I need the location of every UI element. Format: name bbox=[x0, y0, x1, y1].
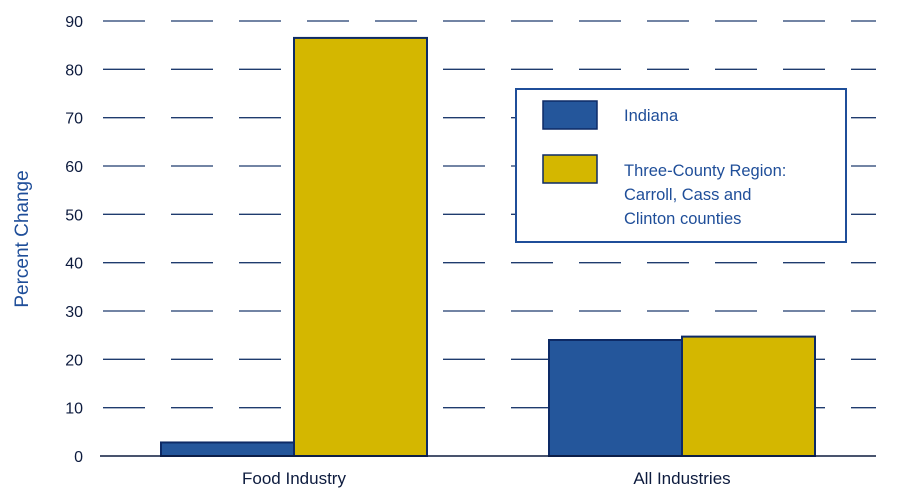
bar-indiana-all-industries bbox=[548, 339, 683, 457]
x-category-food-industry: Food Industry bbox=[242, 469, 346, 488]
legend-label-three-county-line1: Three-County Region: bbox=[624, 162, 786, 180]
y-axis-label: Percent Change bbox=[12, 170, 33, 307]
y-tick-10: 10 bbox=[65, 401, 83, 418]
legend-label-three-county-line2: Carroll, Cass and bbox=[624, 186, 751, 204]
y-tick-20: 20 bbox=[65, 352, 83, 369]
bars bbox=[160, 36, 816, 458]
bar-indiana-food-industry bbox=[160, 441, 295, 458]
legend-label-indiana: Indiana bbox=[624, 107, 679, 125]
y-tick-70: 70 bbox=[65, 111, 83, 128]
legend-swatch-indiana bbox=[542, 100, 598, 130]
y-tick-labels: 0 10 20 30 40 50 60 70 80 90 bbox=[65, 14, 83, 466]
legend-swatch-three-county bbox=[542, 154, 598, 184]
y-tick-60: 60 bbox=[65, 159, 83, 176]
y-tick-0: 0 bbox=[74, 449, 83, 466]
x-category-all-industries: All Industries bbox=[633, 469, 730, 488]
y-tick-90: 90 bbox=[65, 14, 83, 31]
bar-three-county-all-industries bbox=[681, 335, 816, 457]
legend-label-three-county-line3: Clinton counties bbox=[624, 210, 741, 228]
y-tick-40: 40 bbox=[65, 256, 83, 273]
bar-three-county-food-industry bbox=[293, 36, 428, 458]
x-category-labels: Food Industry All Industries bbox=[242, 469, 731, 488]
y-tick-30: 30 bbox=[65, 304, 83, 321]
legend: Indiana Three-County Region: Carroll, Ca… bbox=[515, 88, 847, 243]
y-tick-80: 80 bbox=[65, 62, 83, 79]
y-tick-50: 50 bbox=[65, 207, 83, 224]
